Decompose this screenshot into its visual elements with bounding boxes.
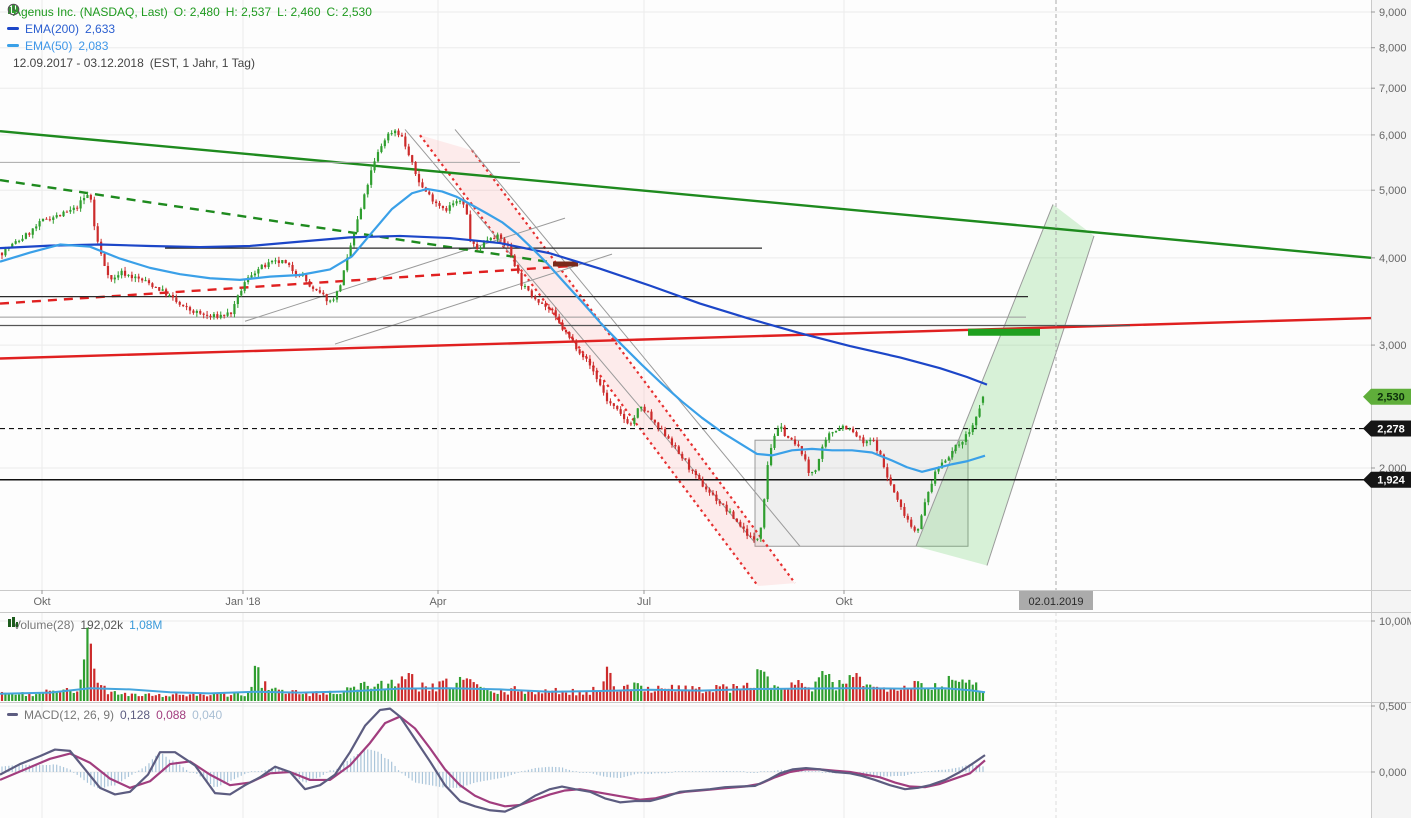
y-axis-tick-label: 5,000 xyxy=(1379,185,1407,197)
y-axis-tick-label: 8,000 xyxy=(1379,43,1407,55)
ema200-line xyxy=(0,234,988,386)
future-date-tag[interactable] xyxy=(1019,591,1093,610)
macd-axis-tick-label: 0,000 xyxy=(1379,767,1407,779)
open-value: O: 2,480 xyxy=(173,4,220,19)
price-legend: Agenus Inc. (NASDAQ, Last) O: 2,480 H: 2… xyxy=(7,3,372,71)
volume-last-value: 192,02k xyxy=(80,617,124,632)
macd-legend-row[interactable]: MACD(12, 26, 9) 0,128 0,088 0,040 xyxy=(7,706,222,723)
ema-lines xyxy=(0,187,988,473)
bullish-channel-border xyxy=(915,204,1054,547)
green-trendline xyxy=(0,129,1372,260)
macd-signal-line xyxy=(0,715,986,808)
period-settings: (EST, 1 Jahr, 1 Tag) xyxy=(149,55,255,70)
gray-trend-line xyxy=(244,217,566,322)
bullish-channel-border xyxy=(986,235,1095,566)
volume-series xyxy=(0,627,986,701)
volume-legend-row[interactable]: Volume(28) 192,02k 1,08M xyxy=(7,616,162,633)
macd-axis-tick-label: 0,500 xyxy=(1379,701,1407,713)
ema50-label: EMA(50) xyxy=(25,38,73,53)
ema200-legend-row[interactable]: EMA(200) 2,633 xyxy=(7,20,372,37)
y-axis-gutter[interactable] xyxy=(1371,0,1411,818)
ema50-value: 2,083 xyxy=(78,38,109,53)
bearish-channel-dotted-line xyxy=(471,149,796,584)
gray-trend-line xyxy=(334,253,613,345)
gridlines xyxy=(0,0,1371,818)
y-axis-tick-label: 7,000 xyxy=(1379,83,1407,95)
x-axis-tick-label: Jan '18 xyxy=(225,596,260,608)
ema50-line xyxy=(0,187,986,473)
y-axis-tick-label: 6,000 xyxy=(1379,130,1407,142)
volume-avg-value: 1,08M xyxy=(129,617,163,632)
ema200-value: 2,633 xyxy=(85,21,116,36)
horizontal-lines[interactable] xyxy=(0,161,1371,481)
x-axis-tick-label: Jul xyxy=(637,596,651,608)
price-tags[interactable]: 2,530 2,278 1,924 xyxy=(1363,388,1411,488)
future-date-label: 02.01.2019 xyxy=(1028,596,1083,608)
macd-value: 0,128 xyxy=(120,707,151,722)
macd-series xyxy=(0,707,986,813)
ema50-line-icon xyxy=(7,44,19,47)
x-axis-tick-label: Okt xyxy=(33,596,50,608)
price-level-tag[interactable] xyxy=(1363,420,1411,437)
x-axis-tick-label: Okt xyxy=(835,596,852,608)
macd-line-icon xyxy=(7,713,18,716)
x-axis-tick-label: Apr xyxy=(429,596,446,608)
close-value: C: 2,530 xyxy=(326,4,372,19)
price-tag-label: 2,530 xyxy=(1377,392,1405,404)
red-trendline xyxy=(0,316,1372,360)
period-range: 12.09.2017 - 03.12.2018 xyxy=(13,55,144,70)
price-level-tag[interactable] xyxy=(1363,471,1411,488)
y-axis-tick-label: 4,000 xyxy=(1379,253,1407,265)
low-value: L: 2,460 xyxy=(277,4,321,19)
macd-hist-value: 0,040 xyxy=(192,707,223,722)
x-axis-strip[interactable] xyxy=(0,591,1371,612)
volume-axis-tick-label: 10,00M xyxy=(1379,616,1411,628)
volume-legend: Volume(28) 192,02k 1,08M xyxy=(7,616,162,633)
volume-average-line xyxy=(0,687,986,695)
volume-label: Volume(28) xyxy=(13,617,75,632)
bullish-channel-fill xyxy=(916,204,1094,566)
macd-label: MACD(12, 26, 9) xyxy=(24,707,115,722)
ema50-legend-row[interactable]: EMA(50) 2,083 xyxy=(7,37,372,54)
macd-line xyxy=(0,707,986,813)
ema200-label: EMA(200) xyxy=(25,21,80,36)
price-tag-label: 1,924 xyxy=(1377,475,1405,487)
period-legend-row[interactable]: 12.09.2017 - 03.12.2018 (EST, 1 Jahr, 1 … xyxy=(7,3,372,71)
y-axis-tick-label: 9,000 xyxy=(1379,7,1407,19)
price-tag-label: 2,278 xyxy=(1377,424,1405,436)
bearish-channel-dotted-line xyxy=(419,134,759,587)
consolidation-box xyxy=(754,439,969,547)
instrument-name: Agenus Inc. (NASDAQ, Last) xyxy=(13,4,168,19)
green-dashed-trendline xyxy=(0,178,574,267)
high-value: H: 2,537 xyxy=(225,4,272,19)
last-price-tag[interactable] xyxy=(1363,388,1411,405)
gray-trend-line xyxy=(454,129,801,547)
instrument-legend-row[interactable]: Agenus Inc. (NASDAQ, Last) O: 2,480 H: 2… xyxy=(7,3,372,20)
ema200-line-icon xyxy=(7,27,19,30)
y-axis-tick-label: 3,000 xyxy=(1379,340,1407,352)
macd-legend: MACD(12, 26, 9) 0,128 0,088 0,040 xyxy=(7,706,222,723)
trend-lines[interactable] xyxy=(0,129,1372,360)
macd-signal-value: 0,088 xyxy=(156,707,187,722)
